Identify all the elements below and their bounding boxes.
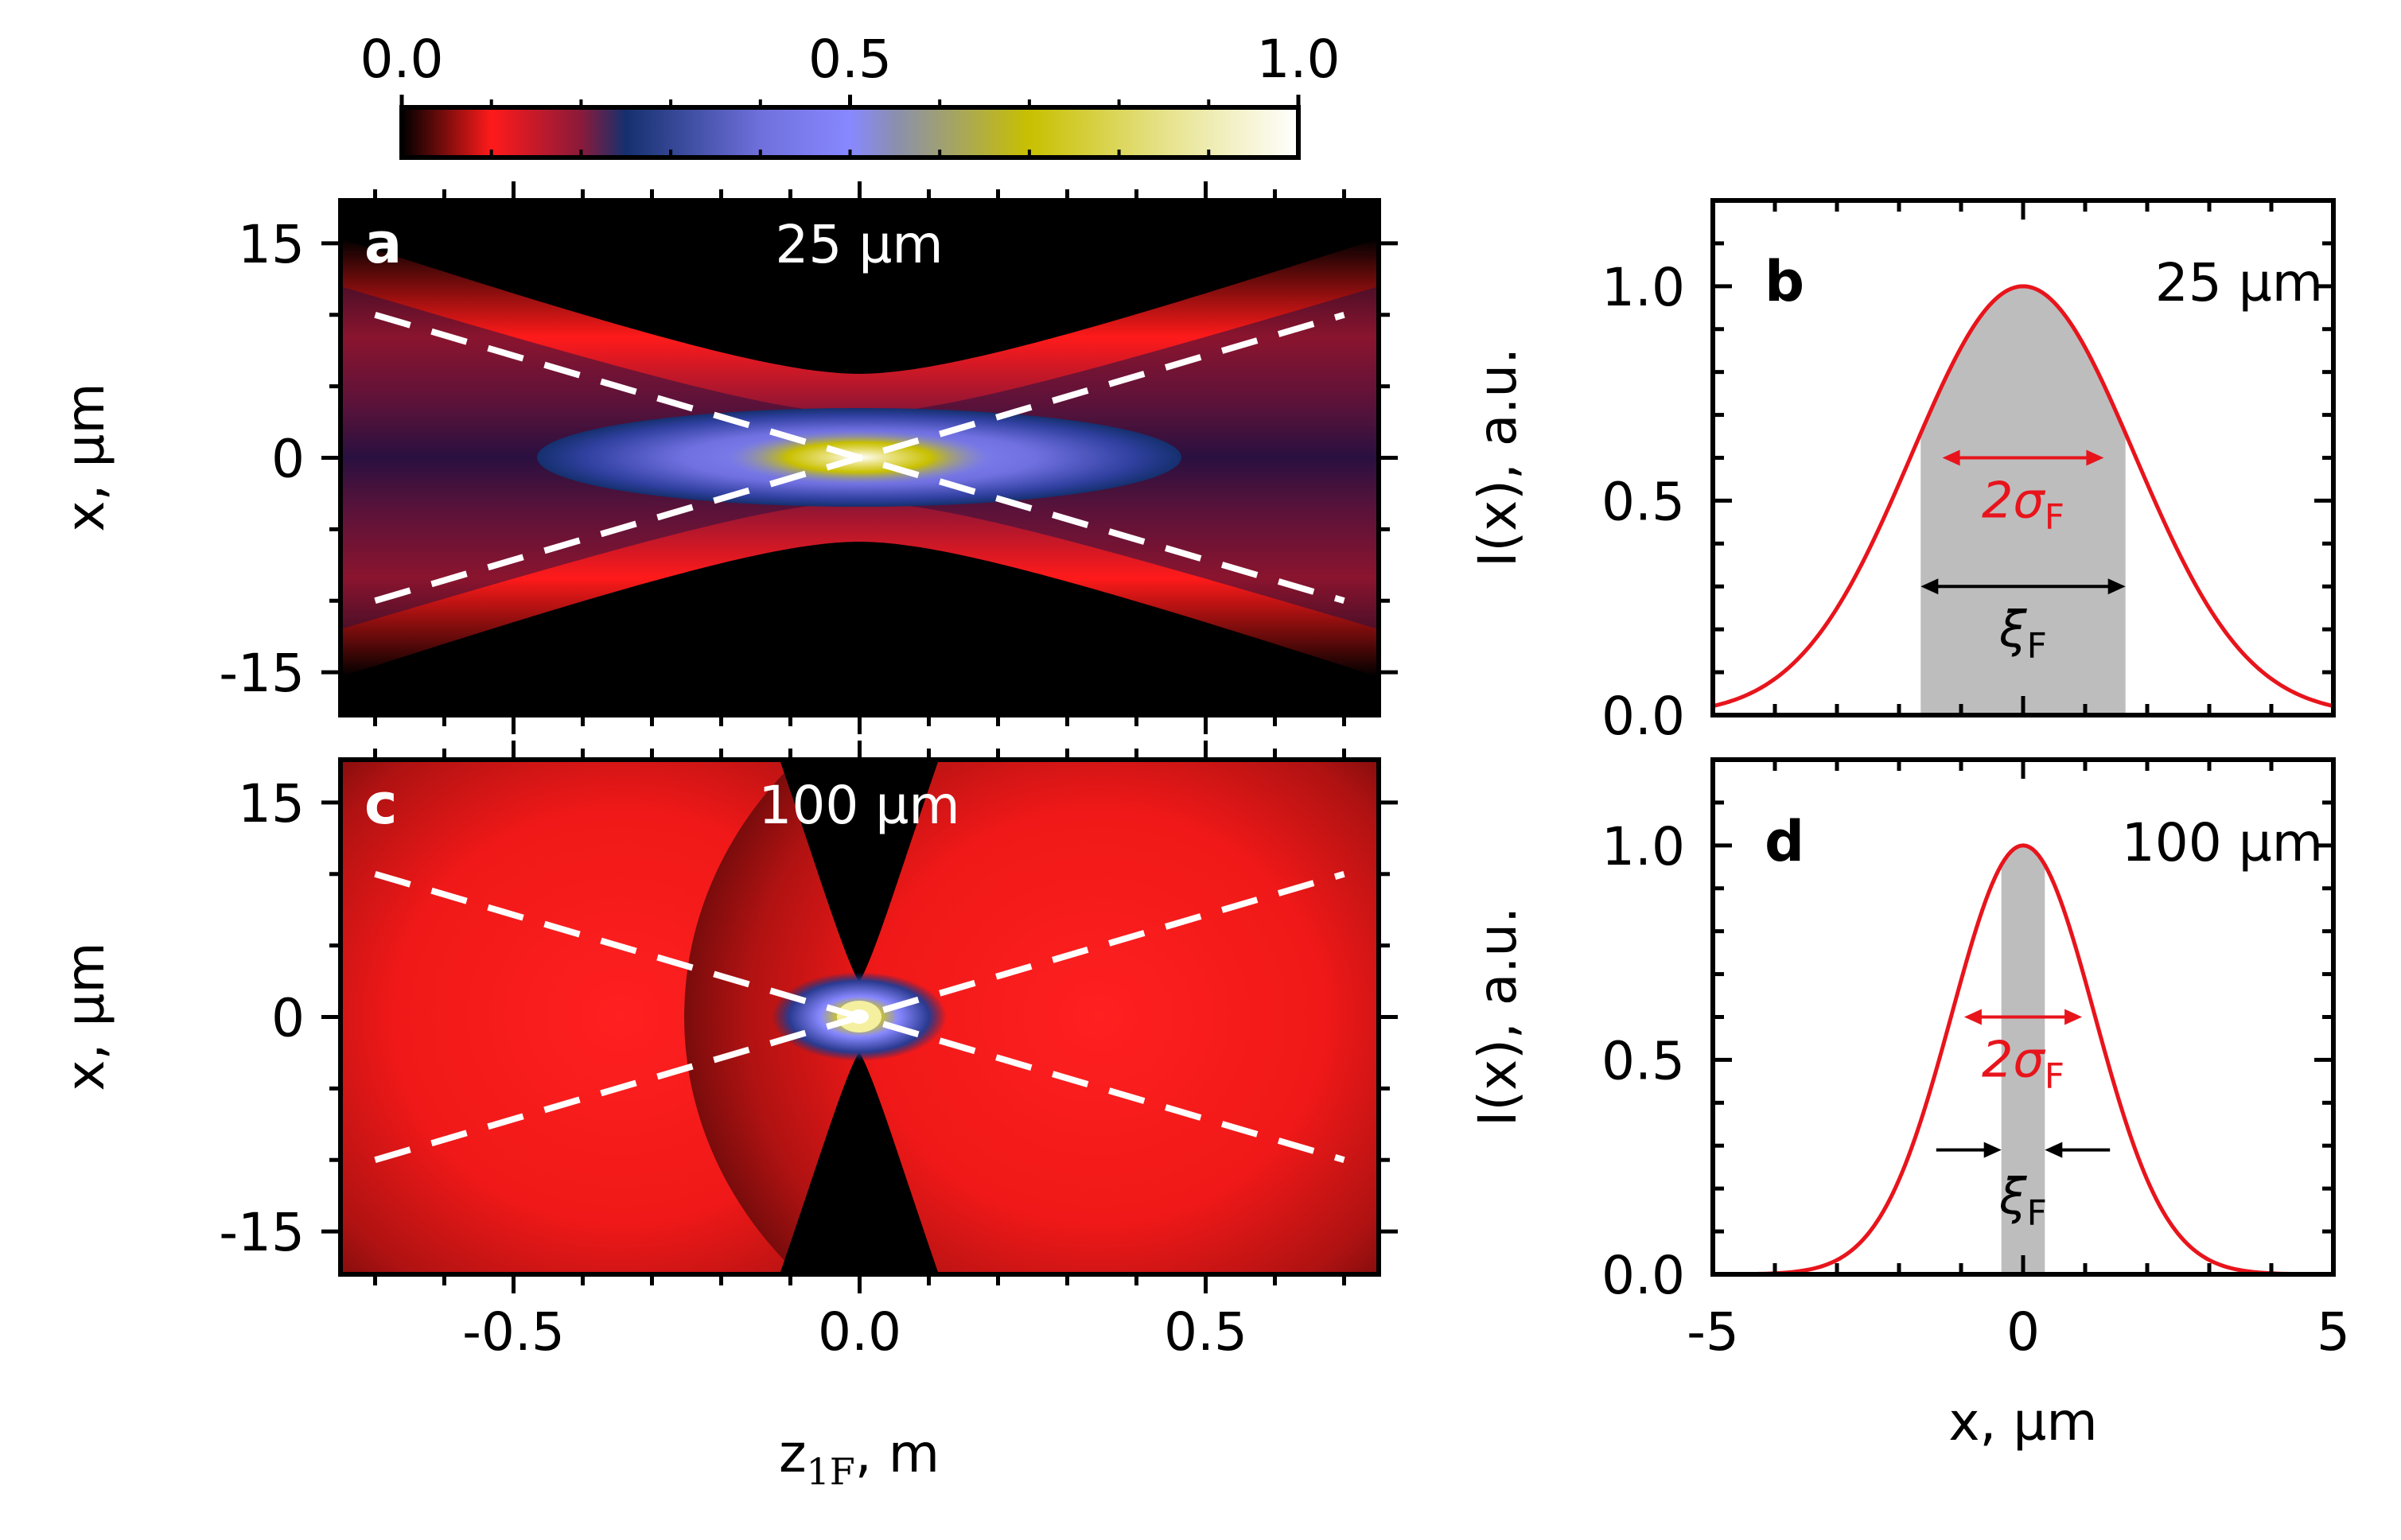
colorbar: 0.0 0.5 1.0 [360,29,1341,160]
y-tick-label: -15 [219,1202,305,1263]
panel-c: -0.5 0.0 0.5 15 0 -15 c 100 µm x, µm z1F, m [55,741,1398,1493]
panel-d-annotation: 100 µm [2122,812,2323,873]
panel-a: 15 0 -15 a 25 µm x, µm [55,181,1398,734]
panel-b-ylabel: I(x), a.u. [1467,348,1528,567]
colorbar-tick-label: 0.0 [360,29,444,90]
y-tick-label: 0.0 [1601,1245,1685,1306]
x-tick-label: -5 [1687,1301,1739,1363]
colorbar-tick-label: 1.0 [1257,29,1341,90]
arrow-head [1963,1009,1982,1025]
arrow-head [1920,578,1939,595]
x-tick-label: -0.5 [462,1301,565,1363]
panel-c-dashed-lines [374,870,1345,1164]
colorbar-tick-label: 0.5 [808,29,892,90]
panel-a-dashed-lines [374,311,1345,605]
panel-c-letter: c [364,772,398,837]
x-tick-label: 0.0 [818,1301,901,1363]
panel-c-ylabel: x, µm [55,942,116,1091]
y-tick-label: 0.5 [1601,471,1685,532]
panel-a-ylabel: x, µm [55,383,116,531]
y-tick-label: -15 [219,643,305,704]
arrow-head [2064,1009,2083,1025]
x-tick-label: 5 [2317,1301,2350,1363]
colorbar-ticks: 0.0 0.5 1.0 [360,29,1341,158]
arrow-head [2107,578,2126,595]
y-tick-label: 1.0 [1601,816,1685,877]
y-tick-label: 0.0 [1601,686,1685,747]
panel-b-letter: b [1765,249,1804,314]
shaded-band [2001,845,2045,1274]
panel-a-letter: a [364,211,402,276]
arrow-head [2086,449,2104,466]
arrow-head [1983,1141,2002,1158]
panel-c-annotation: 100 µm [758,775,959,836]
x-tick-label: 0.5 [1164,1301,1247,1363]
panel-d-xlabel: x, µm [1948,1391,2097,1452]
panel-a-ticks: 15 0 -15 [219,181,1398,734]
panel-b-ticks: 0.0 0.5 1.0 [1601,198,2336,747]
y-tick-label: 1.0 [1601,257,1685,318]
y-tick-label: 0 [271,988,305,1049]
panel-a-annotation: 25 µm [775,214,943,275]
arrow-head [1942,449,1960,466]
y-tick-label: 15 [238,773,305,834]
shaded-band [1920,286,2126,715]
dashed-line [374,870,1345,1164]
y-tick-label: 0 [271,429,305,490]
panel-d-letter: d [1765,809,1804,874]
dashed-line [374,311,1345,605]
panel-b-annotation: 25 µm [2155,252,2323,313]
panel-d-ylabel: I(x), a.u. [1467,907,1528,1126]
intensity-curve [1712,843,2334,1277]
arrow-head [2045,1141,2063,1158]
y-tick-label: 0.5 [1601,1030,1685,1091]
intensity-curve [1712,284,2334,709]
x-tick-label: 0 [2006,1301,2040,1363]
panel-d-ticks: -5 0 5 0.0 0.5 1.0 [1601,757,2350,1363]
panel-c-ticks: -0.5 0.0 0.5 15 0 -15 [219,741,1398,1363]
y-tick-label: 15 [238,214,305,275]
panel-c-xlabel: z1F, m [779,1423,940,1493]
